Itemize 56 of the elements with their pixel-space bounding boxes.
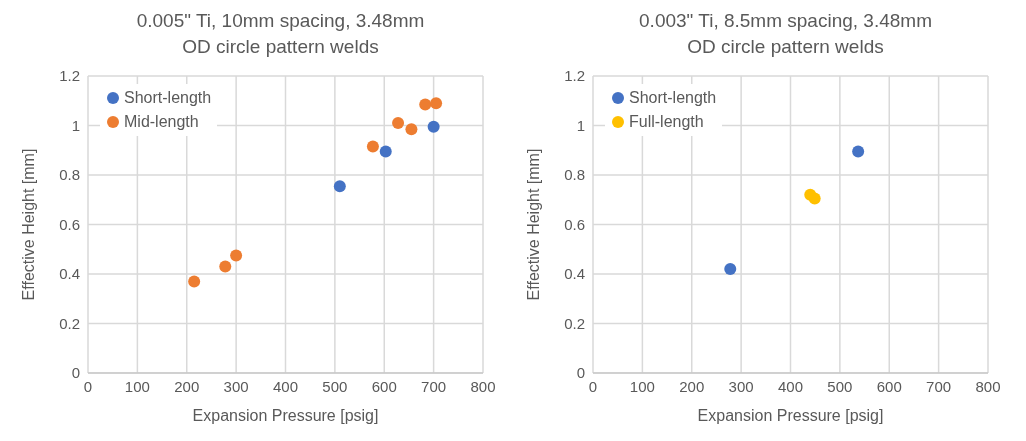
y-tick-label: 0.8 xyxy=(59,166,80,184)
legend-label: Full-length xyxy=(629,112,704,132)
x-tick-label: 200 xyxy=(679,377,705,395)
x-tick-label: 600 xyxy=(876,377,902,395)
y-tick-label: 0.6 xyxy=(564,215,585,233)
x-tick-label: 800 xyxy=(975,377,1001,395)
x-tick-label: 600 xyxy=(371,377,397,395)
point xyxy=(219,260,232,273)
x-tick-label: 500 xyxy=(322,377,348,395)
point xyxy=(333,180,346,193)
point xyxy=(724,263,737,276)
point xyxy=(427,120,440,133)
point xyxy=(808,192,821,205)
x-tick-label: 300 xyxy=(728,377,754,395)
y-tick-label: 0.4 xyxy=(59,265,80,283)
chart-title: 0.003" Ti, 8.5mm spacing, 3.48mm OD circle pattern welds xyxy=(638,9,933,59)
x-tick-label: 200 xyxy=(174,377,200,395)
y-tick-label: 1 xyxy=(576,116,585,134)
x-tick-label: 800 xyxy=(470,377,496,395)
x-tick-label: 100 xyxy=(124,377,150,395)
x-tick-label: 0 xyxy=(83,377,93,395)
x-tick-label: 400 xyxy=(777,377,804,395)
y-axis-title: Effective Height [mm] xyxy=(19,148,37,301)
y-tick-label: 0 xyxy=(71,364,80,382)
x-axis-title: Expansion Pressure [psig] xyxy=(192,407,379,424)
y-tick-label: 1.2 xyxy=(564,67,585,85)
point xyxy=(852,145,865,158)
point xyxy=(419,98,432,111)
y-tick-label: 0.4 xyxy=(564,265,585,283)
x-tick-label: 0 xyxy=(588,377,598,395)
x-tick-label: 100 xyxy=(629,377,655,395)
y-axis-title: Effective Height [mm] xyxy=(524,148,542,301)
point xyxy=(405,123,418,136)
point xyxy=(230,249,243,262)
y-tick-label: 0.2 xyxy=(59,314,80,332)
y-tick-label: 0.6 xyxy=(59,215,80,233)
y-tick-label: 0 xyxy=(576,364,585,382)
y-tick-label: 1 xyxy=(71,116,80,134)
legend-label: Short-length xyxy=(124,88,212,108)
point xyxy=(188,275,201,288)
x-tick-label: 300 xyxy=(223,377,249,395)
x-tick-label: 700 xyxy=(926,377,952,395)
y-tick-label: 0.8 xyxy=(564,166,585,184)
y-tick-label: 0.2 xyxy=(564,314,585,332)
x-axis-title: Expansion Pressure [psig] xyxy=(697,407,884,424)
legend-label: Mid-length xyxy=(124,112,199,132)
x-tick-label: 500 xyxy=(827,377,853,395)
x-tick-label: 700 xyxy=(421,377,447,395)
point xyxy=(379,145,392,158)
point xyxy=(366,140,379,153)
point xyxy=(392,117,405,130)
point xyxy=(430,97,443,110)
legend-label: Short-length xyxy=(629,88,717,108)
x-tick-label: 400 xyxy=(272,377,299,395)
chart-title: 0.005" Ti, 10mm spacing, 3.48mm OD circle pattern welds xyxy=(135,9,426,59)
y-tick-label: 1.2 xyxy=(59,67,80,85)
